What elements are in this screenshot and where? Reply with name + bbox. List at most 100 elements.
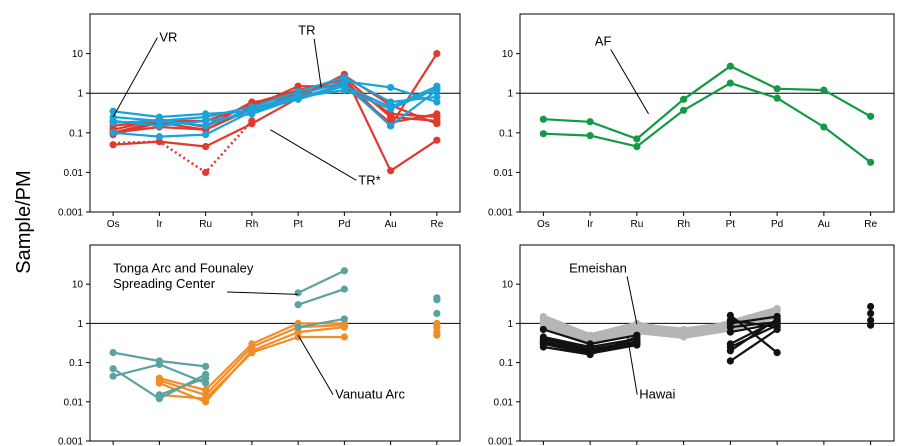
data-point (867, 309, 875, 317)
data-point (294, 87, 302, 96)
y-tick-label: 0.01 (64, 397, 84, 408)
series-line (112, 85, 438, 134)
data-point (433, 50, 441, 58)
data-point (340, 285, 348, 293)
annotation-label: AF (595, 34, 612, 49)
y-tick-label: 1 (77, 89, 83, 100)
y-tick-label: 0.1 (69, 358, 83, 369)
data-point (539, 343, 547, 351)
y-tick-label: 1 (507, 89, 513, 100)
data-point (773, 348, 781, 357)
annotation-label: Spreading Center (113, 276, 216, 291)
annotation-leader (297, 334, 334, 395)
x-tick-label: Ir (156, 219, 163, 230)
series-green (539, 79, 875, 166)
x-tick-label: Rh (245, 219, 258, 230)
data-point (294, 289, 302, 297)
data-point (539, 115, 547, 123)
series-line (113, 120, 253, 174)
x-tick-label: Au (385, 219, 397, 230)
y-tick-label: 0.001 (488, 437, 513, 446)
annotation-label: Hawai (639, 387, 675, 402)
data-point (726, 79, 734, 87)
data-point (248, 348, 256, 357)
data-point (539, 325, 547, 334)
series-teal (155, 374, 210, 399)
data-point (433, 120, 441, 128)
data-point (773, 94, 781, 102)
data-point (633, 333, 641, 341)
data-point (202, 362, 210, 370)
series-teal (433, 309, 441, 317)
data-point (633, 135, 641, 143)
data-point (387, 105, 395, 113)
annotation-label: VR (159, 30, 177, 45)
data-point (155, 360, 163, 368)
plot-frame (519, 244, 895, 442)
series-line (297, 269, 345, 294)
series-black (867, 309, 875, 317)
series-black (539, 333, 641, 359)
data-point (202, 168, 210, 176)
x-tick-label: Re (864, 219, 877, 230)
data-point (248, 117, 256, 125)
series-line (729, 328, 778, 362)
y-tick-label: 0.001 (488, 208, 513, 219)
top-left-panel: 0.001 0.01 0.1 1 10 Os Ir Ru Rh Pt Pd Au Re VR TR TR* (58, 13, 461, 230)
series-blue (109, 73, 441, 127)
data-point (387, 83, 395, 92)
data-point (202, 113, 210, 121)
data-point (433, 296, 441, 304)
series-line (543, 81, 872, 164)
y-tick-label: 1 (507, 319, 513, 330)
x-tick-label: Rh (677, 219, 690, 230)
series-line (113, 76, 438, 124)
data-point (294, 82, 302, 90)
y-tick-label: 1 (77, 319, 83, 330)
data-point (680, 329, 688, 338)
plot-frame (519, 13, 895, 213)
annotation-leader (270, 129, 357, 181)
data-point (202, 142, 210, 151)
data-point (820, 86, 828, 94)
series-teal (433, 296, 441, 304)
annotation-leader (610, 49, 649, 115)
y-tick-label: 0.1 (499, 128, 513, 139)
data-point (202, 374, 210, 382)
data-point (820, 123, 828, 131)
data-point (726, 328, 734, 336)
x-tick-label: Ru (199, 219, 212, 230)
series-line (113, 73, 438, 172)
data-point (387, 110, 395, 118)
series-black (726, 315, 781, 355)
data-point (433, 93, 441, 101)
series-line (113, 80, 438, 127)
series-black (726, 325, 781, 365)
bottom-right-panel: 0.001 0.01 0.1 1 10 Emeishan Hawai (488, 244, 895, 446)
data-point (248, 103, 256, 111)
series-line (542, 306, 778, 341)
data-point (773, 315, 781, 323)
data-point (773, 85, 781, 93)
y-tick-label: 0.1 (499, 358, 513, 369)
data-point (773, 325, 781, 334)
series-blue (109, 85, 441, 141)
data-point (773, 304, 781, 313)
data-point (109, 348, 117, 357)
data-point (433, 319, 441, 327)
data-point (155, 379, 163, 387)
series-green (539, 62, 875, 143)
y-tick-label: 0.01 (494, 397, 514, 408)
data-point (340, 333, 348, 341)
series-black (867, 321, 875, 329)
bottom-left-panel: 0.001 0.01 0.1 1 10 Tonga Arc and FounaleySpr… (58, 244, 461, 446)
data-point (433, 136, 441, 144)
annotation-leader (626, 276, 638, 325)
annotation-leader (112, 37, 158, 118)
data-point (340, 315, 348, 323)
y-tick-label: 0.1 (69, 128, 83, 139)
data-point (867, 112, 875, 120)
data-point (387, 98, 395, 106)
data-point (867, 302, 875, 311)
